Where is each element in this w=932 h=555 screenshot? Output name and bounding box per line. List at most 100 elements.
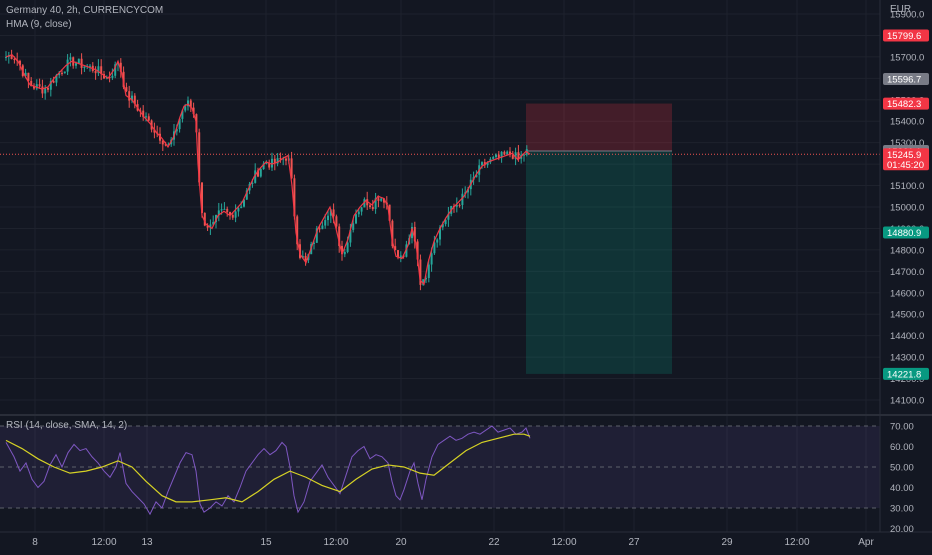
candle-body [416,241,419,260]
candle-body [343,251,346,255]
candle-body [369,205,371,208]
candle-body [514,152,517,159]
candle-body [217,210,220,215]
symbol-legend[interactable]: Germany 40, 2h, CURRENCYCOM [6,5,164,16]
candle-body [290,158,293,179]
candle-body [44,87,47,94]
candle-body [245,190,248,200]
candle-body [503,151,506,155]
candle-body [77,58,80,64]
candle-body [243,199,245,207]
candle-body [209,224,212,228]
candle-body [497,154,500,158]
candle-body [315,228,318,243]
candle-body [66,59,69,72]
candle-body [475,174,478,178]
candle-body [271,158,273,168]
candle-body [119,62,122,72]
candle-body [41,86,44,94]
currency-label: EUR [890,4,911,15]
candle-body [83,66,86,68]
candle-body [254,170,257,183]
candle-body [164,144,167,146]
candle-body [13,59,16,61]
candle-body [265,162,268,164]
rsi-tick-label: 40.00 [890,483,914,494]
candle-body [35,84,38,89]
candle-body [262,163,265,170]
rsi-ma-line [5,433,531,503]
price-tick-label: 14100.0 [890,396,924,407]
candle-body [500,151,503,158]
candle-body [5,56,7,58]
price-tick-label: 14400.0 [890,331,924,342]
price-tick-label: 14300.0 [890,353,924,364]
candle-body [422,279,425,285]
candle-body [257,170,259,177]
candle-body [360,207,363,212]
candle-body [49,81,52,90]
rsi-tick-label: 70.00 [890,422,914,433]
candle-body [318,228,321,230]
price-badge-label: 15596.7 [887,75,921,86]
candle-body [133,95,136,105]
candle-body [268,162,271,168]
hma-legend[interactable]: HMA (9, close) [6,19,72,30]
candle-body [220,209,223,211]
price-badge-label: 15245.9 [887,150,921,161]
candle-body [69,57,72,60]
candle-body [167,144,170,146]
price-badge-label: 14880.9 [887,228,921,239]
candle-body [184,106,187,111]
candle-body [145,116,147,118]
rsi-legend[interactable]: RSI (14, close, SMA, 14, 2) [6,420,128,431]
candle-body [399,255,402,258]
candle-body [321,225,324,230]
candle-body [75,63,77,66]
candle-body [461,193,464,206]
candle-body [405,244,408,257]
candle-body [341,245,343,255]
candle-body [80,58,83,68]
candle-body [430,253,433,265]
candle-body [436,239,439,243]
price-badge-label: 15799.6 [887,31,921,42]
price-tick-label: 14800.0 [890,245,924,256]
candle-body [301,255,304,258]
candle-body [313,242,315,244]
stop-loss-zone [526,103,672,152]
candle-body [441,224,444,228]
candle-body [55,75,58,83]
candle-body [495,154,497,158]
candle-body [181,110,184,119]
candle-body [338,226,341,246]
price-tick-label: 14600.0 [890,288,924,299]
candle-body [383,198,385,203]
candle-body [234,211,237,218]
candle-body [388,204,391,221]
candle-body [94,70,97,74]
candle-body [397,250,399,258]
candle-body [38,84,41,87]
candle-body [192,107,195,115]
time-tick-label: 12:00 [91,537,116,548]
candle-body [58,72,61,76]
candle-body [97,66,100,74]
candle-body [108,76,111,78]
candle-body [111,75,114,78]
time-tick-label: 8 [32,537,38,548]
candle-body [355,214,357,224]
candle-body [161,140,164,145]
candle-body [439,227,441,240]
candle-body [24,72,27,76]
price-tick-label: 15700.0 [890,52,924,63]
candle-body [433,242,436,254]
candle-body [349,229,352,243]
candle-body [273,158,276,164]
time-tick-label: 12:00 [551,537,576,548]
candle-body [374,198,377,210]
price-badge [883,148,929,171]
candle-body [486,162,489,166]
